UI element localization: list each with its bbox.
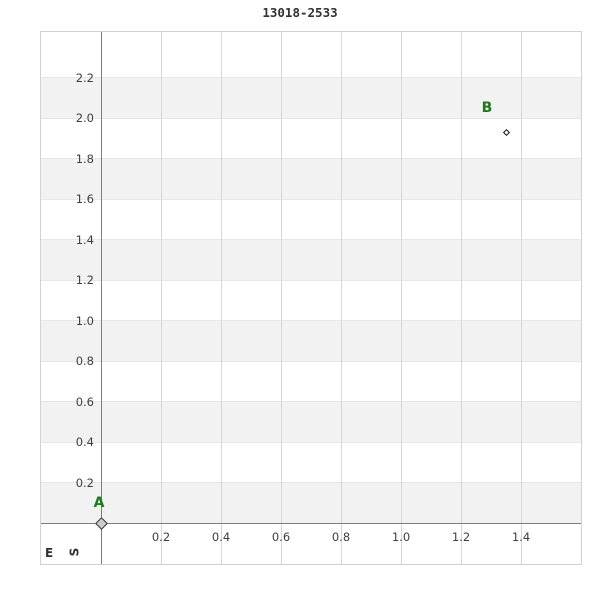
- y-axis-line: [100, 32, 102, 564]
- x-tick-label: 0.6: [271, 530, 291, 544]
- plot-area: E S 0.2 0.4 0.6 0.8 1.0 1.2 1.4 1.6 1.8 2.0 2.2 0.2…: [40, 31, 582, 565]
- h-gridline: [41, 198, 581, 200]
- x-tick-label: 0.8: [331, 530, 351, 544]
- v-gridline: [460, 32, 462, 564]
- h-gridline: [41, 77, 581, 78]
- grid-band: [41, 239, 581, 280]
- grid-band: [41, 401, 581, 442]
- y-tick-label: 1.2: [75, 273, 94, 287]
- y-tick-label: 1.4: [75, 232, 94, 247]
- h-gridline: [41, 441, 581, 443]
- y-tick-label: 0.6: [75, 394, 94, 409]
- x-axis-label: E: [45, 546, 54, 560]
- y-tick-label: 1.6: [75, 192, 94, 206]
- h-gridline: [41, 401, 581, 402]
- h-gridline: [41, 320, 581, 321]
- grid-band: [41, 158, 581, 199]
- y-tick-label: 2.0: [75, 111, 94, 125]
- h-gridline: [41, 279, 581, 281]
- grid-band: [41, 320, 581, 361]
- v-gridline: [340, 32, 342, 564]
- y-tick-label: 1.0: [75, 313, 94, 328]
- point-marker-B: [502, 128, 510, 136]
- y-tick-label: 1.8: [75, 151, 94, 166]
- v-gridline: [280, 32, 282, 564]
- x-tick-label: 1.2: [451, 530, 471, 544]
- h-gridline: [41, 239, 581, 240]
- v-gridline: [400, 32, 402, 564]
- v-gridline: [220, 32, 222, 564]
- y-tick-label: 0.4: [75, 435, 94, 449]
- v-gridline: [160, 32, 162, 564]
- y-tick-label: 2.2: [75, 70, 94, 85]
- h-gridline: [41, 360, 581, 362]
- h-gridline: [41, 482, 581, 483]
- x-tick-label: 1.4: [511, 530, 531, 544]
- v-gridline: [520, 32, 522, 564]
- x-tick-label: 0.2: [151, 530, 171, 544]
- y-tick-label: 0.8: [75, 354, 94, 368]
- h-gridline: [41, 158, 581, 159]
- y-tick-label: 0.2: [75, 475, 94, 490]
- x-tick-label: 1.0: [391, 530, 411, 544]
- grid-band: [41, 77, 581, 118]
- x-axis-line: [41, 522, 581, 524]
- chart-title: 13018-2533: [262, 5, 338, 20]
- point-label-A: A: [93, 495, 105, 511]
- grid-band: [41, 482, 581, 523]
- y-axis-label: S: [67, 547, 82, 557]
- point-label-B: B: [481, 100, 493, 117]
- h-gridline: [41, 117, 581, 119]
- x-tick-label: 0.4: [211, 530, 231, 544]
